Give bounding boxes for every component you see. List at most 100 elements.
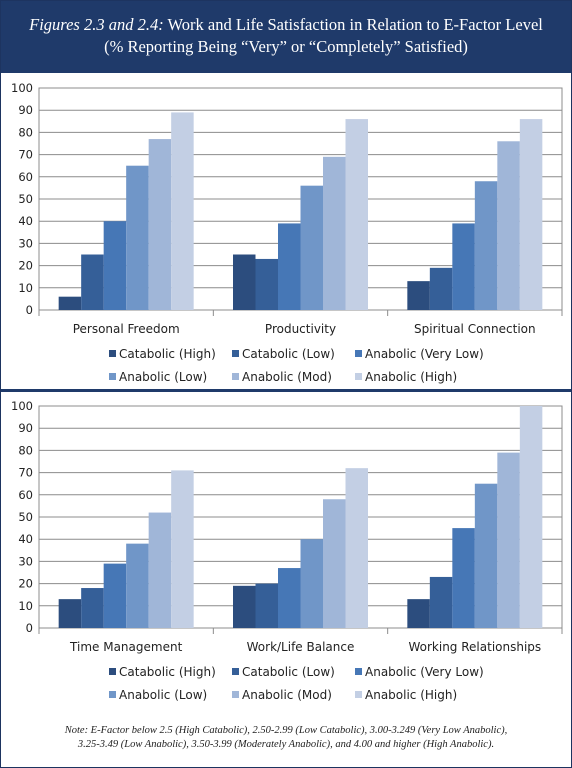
bar bbox=[345, 468, 368, 628]
bar bbox=[255, 258, 278, 310]
bar bbox=[300, 185, 323, 310]
bar bbox=[58, 599, 82, 628]
bar bbox=[300, 539, 323, 628]
legend-swatch bbox=[355, 668, 362, 675]
category-label: Productivity bbox=[265, 322, 336, 336]
legend-swatch bbox=[232, 373, 239, 380]
y-tick-label: 40 bbox=[18, 214, 33, 228]
figure-title: Figures 2.3 and 2.4: Work and Life Satis… bbox=[1, 14, 571, 36]
bar bbox=[452, 223, 475, 310]
bar bbox=[323, 156, 346, 310]
y-tick-label: 100 bbox=[11, 399, 33, 413]
legend-label: Anabolic (Very Low) bbox=[365, 665, 484, 679]
bar bbox=[345, 119, 368, 310]
bar bbox=[407, 599, 430, 628]
bar bbox=[148, 139, 172, 310]
panel-divider bbox=[1, 389, 571, 392]
legend-label: Anabolic (Very Low) bbox=[365, 347, 484, 361]
legend-label: Catabolic (Low) bbox=[242, 665, 335, 679]
y-tick-label: 30 bbox=[18, 236, 33, 250]
bar bbox=[171, 112, 194, 310]
bar bbox=[519, 119, 543, 310]
bar bbox=[278, 568, 301, 628]
bar bbox=[452, 528, 475, 628]
bar-chart-bottom: 0 10 20 30 40 50 60 70 80 90 100 Time Management Wor… bbox=[11, 399, 563, 702]
category-label: Work/Life Balance bbox=[247, 640, 355, 654]
bar bbox=[323, 499, 346, 628]
y-tick-label: 90 bbox=[18, 421, 33, 435]
legend-swatch bbox=[355, 350, 362, 357]
legend-label: Catabolic (High) bbox=[119, 665, 216, 679]
legend-label: Anabolic (Mod) bbox=[242, 688, 332, 702]
y-tick-label: 40 bbox=[18, 532, 33, 546]
category-label: Working Relationships bbox=[408, 640, 541, 654]
bar bbox=[255, 583, 278, 628]
legend-swatch bbox=[109, 668, 116, 675]
figure-title-text: Work and Life Satisfaction in Relation t… bbox=[167, 15, 543, 34]
legend-swatch bbox=[109, 350, 116, 357]
y-tick-label: 10 bbox=[18, 599, 33, 613]
y-tick-label: 30 bbox=[18, 554, 33, 568]
y-tick-label: 60 bbox=[18, 170, 33, 184]
y-tick-label: 20 bbox=[18, 577, 33, 591]
y-tick-label: 70 bbox=[18, 466, 33, 480]
legend-label: Catabolic (Low) bbox=[242, 347, 335, 361]
legend-swatch bbox=[232, 691, 239, 698]
bar bbox=[519, 406, 543, 628]
bar bbox=[171, 470, 194, 628]
legend-label: Catabolic (High) bbox=[119, 347, 216, 361]
y-tick-label: 100 bbox=[11, 81, 33, 95]
bar bbox=[497, 141, 520, 310]
y-tick-label: 90 bbox=[18, 103, 33, 117]
category-label: Spiritual Connection bbox=[414, 322, 536, 336]
category-label: Personal Freedom bbox=[73, 322, 180, 336]
bar bbox=[429, 576, 453, 628]
bar bbox=[103, 221, 127, 310]
figure-subtitle: (% Reporting Being “Very” or “Completely… bbox=[104, 37, 468, 56]
legend-swatch bbox=[109, 691, 116, 698]
legend-swatch bbox=[355, 691, 362, 698]
figure-title-lead: Figures 2.3 and 2.4: bbox=[29, 15, 164, 34]
bar bbox=[148, 512, 172, 628]
legend-swatch bbox=[355, 373, 362, 380]
legend-label: Anabolic (Low) bbox=[119, 688, 207, 702]
legend-swatch bbox=[109, 373, 116, 380]
legend-label: Anabolic (Low) bbox=[119, 370, 207, 384]
y-tick-label: 70 bbox=[18, 148, 33, 162]
bar bbox=[58, 296, 82, 310]
bar bbox=[103, 563, 127, 628]
figure-header: Figures 2.3 and 2.4: Work and Life Satis… bbox=[1, 1, 571, 73]
y-tick-label: 20 bbox=[18, 259, 33, 273]
footnote-line-2: 3.25-3.49 (Low Anabolic), 3.50-3.99 (Mod… bbox=[77, 739, 495, 750]
legend-swatch bbox=[232, 668, 239, 675]
bar bbox=[81, 588, 104, 628]
y-tick-label: 0 bbox=[26, 621, 33, 635]
bar bbox=[407, 281, 430, 310]
y-tick-label: 80 bbox=[18, 125, 33, 139]
y-tick-label: 50 bbox=[18, 192, 33, 206]
bar bbox=[126, 543, 149, 628]
legend-swatch bbox=[232, 350, 239, 357]
y-tick-label: 10 bbox=[18, 281, 33, 295]
legend-label: Anabolic (High) bbox=[365, 688, 457, 702]
bar bbox=[81, 254, 104, 310]
bar bbox=[497, 452, 520, 628]
bar bbox=[474, 483, 498, 628]
bar bbox=[233, 585, 256, 628]
bar bbox=[233, 254, 256, 310]
chart-panel-bottom: 0 10 20 30 40 50 60 70 80 90 100 Time Management Wor… bbox=[1, 394, 571, 709]
bar bbox=[278, 223, 301, 310]
chart-panel-top: 0 10 20 30 40 50 60 70 80 90 100 Personal Freedom Pr… bbox=[1, 76, 571, 391]
bar bbox=[429, 267, 453, 310]
bar bbox=[474, 181, 498, 310]
footnote-line-1: Note: E-Factor below 2.5 (High Catabolic… bbox=[64, 725, 508, 736]
legend-label: Anabolic (Mod) bbox=[242, 370, 332, 384]
bar bbox=[126, 165, 149, 310]
y-tick-label: 0 bbox=[26, 303, 33, 317]
category-label: Time Management bbox=[69, 640, 183, 654]
bar-chart-top: 0 10 20 30 40 50 60 70 80 90 100 Personal Freedom Pr… bbox=[11, 81, 563, 384]
footnote: Note: E-Factor below 2.5 (High Catabolic… bbox=[0, 724, 572, 752]
y-tick-label: 80 bbox=[18, 443, 33, 457]
y-tick-label: 50 bbox=[18, 510, 33, 524]
y-tick-label: 60 bbox=[18, 488, 33, 502]
